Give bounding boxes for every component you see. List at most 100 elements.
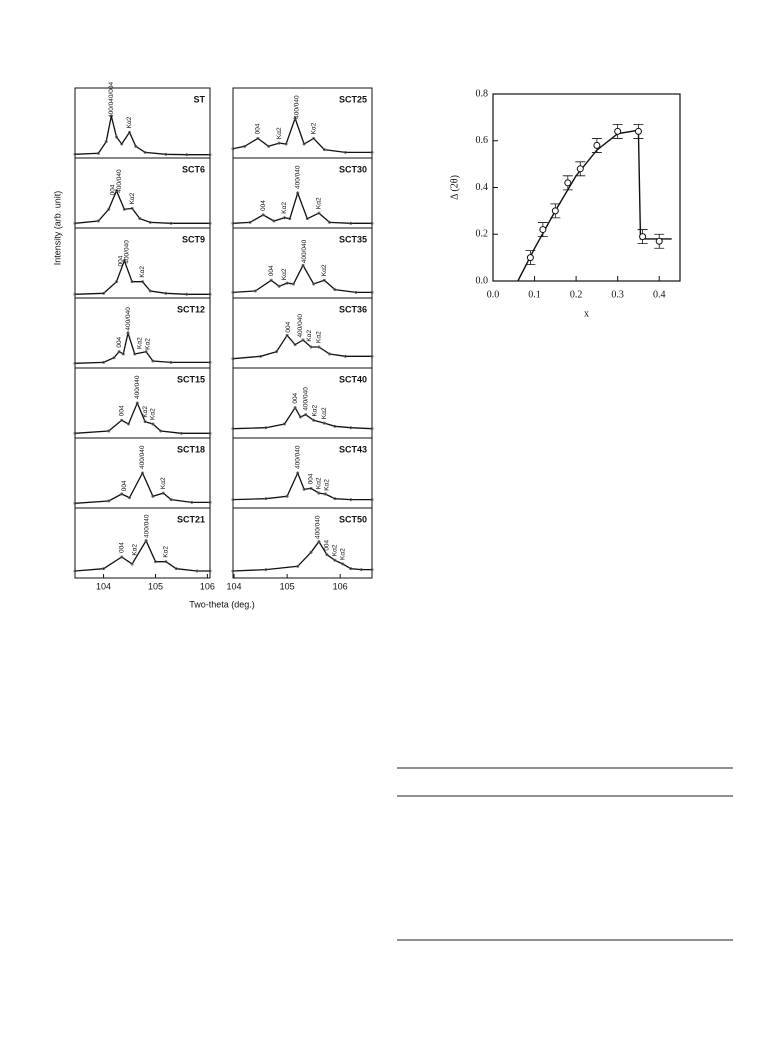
data-point — [288, 217, 292, 221]
data-point — [317, 540, 321, 544]
peak-annotation: 400/040 — [297, 314, 304, 338]
data-point — [144, 539, 148, 543]
panel-label: SCT35 — [339, 234, 367, 244]
peak-annotation: 004 — [117, 255, 124, 266]
panel-frame — [74, 87, 211, 159]
peak-annotation: Kα2 — [281, 268, 288, 280]
x-tick-label: 104 — [227, 581, 242, 591]
data-point — [312, 418, 316, 422]
peak-annotation: 400/040 — [294, 445, 301, 469]
y-tick-label: 0.6 — [476, 135, 489, 146]
data-point — [164, 152, 168, 156]
peak-annotation: 400/040 — [139, 445, 146, 469]
data-point — [296, 564, 300, 568]
data-point — [264, 497, 268, 501]
data-point — [73, 152, 77, 156]
data-point — [370, 354, 374, 358]
panel-label: SCT21 — [177, 514, 205, 524]
data-point — [104, 140, 108, 144]
data-point — [284, 142, 288, 146]
data-point — [370, 568, 374, 572]
peak-annotation: Kα2 — [310, 122, 317, 134]
x-axis-label: Two-theta (deg.) — [189, 599, 255, 609]
data-point — [298, 415, 302, 419]
data-point — [73, 292, 77, 296]
peak-annotation: Kα2 — [139, 266, 146, 278]
peak-annotation: 400/040 — [294, 165, 301, 189]
peak-annotation: Kα2 — [316, 331, 323, 343]
panel-label: SCT9 — [182, 234, 205, 244]
data-point — [322, 278, 326, 282]
data-point — [349, 498, 353, 502]
data-point — [117, 350, 121, 354]
data-point — [277, 284, 281, 288]
data-point — [73, 569, 77, 573]
panel-label: SCT40 — [339, 374, 367, 384]
diffraction-curve — [74, 330, 210, 364]
peak-annotation: Kα2 — [142, 406, 149, 418]
data-point — [208, 500, 212, 504]
diffraction-curve — [232, 471, 372, 501]
peak-annotation: 004 — [110, 184, 117, 195]
data-point — [526, 254, 534, 262]
data-point — [333, 497, 337, 501]
data-point — [293, 116, 297, 120]
peak-annotation: 400/040 — [301, 239, 308, 263]
data-point — [296, 471, 300, 475]
data-point — [133, 352, 137, 356]
data-point — [317, 345, 321, 349]
data-point — [102, 291, 106, 295]
data-point — [293, 406, 297, 410]
data-point — [128, 130, 132, 134]
data-point — [107, 499, 111, 503]
data-point — [120, 142, 124, 146]
data-point — [256, 136, 260, 140]
data-point — [259, 354, 263, 358]
peak-annotation: Kα2 — [131, 544, 138, 556]
peak-annotation: 004 — [285, 321, 292, 332]
data-point — [73, 431, 77, 435]
data-point — [73, 221, 77, 225]
diffraction-curve — [74, 258, 210, 295]
data-point — [190, 500, 194, 504]
peak-annotation: 004 — [121, 480, 128, 491]
x-tick-label: 105 — [280, 581, 295, 591]
data-point — [634, 127, 642, 135]
data-point — [231, 147, 235, 151]
data-point — [231, 569, 235, 573]
data-point — [141, 280, 145, 284]
peak-annotation: 004 — [292, 392, 299, 403]
data-point — [285, 333, 289, 337]
peak-annotation: 400/040/004 — [108, 81, 115, 118]
data-point — [349, 426, 353, 430]
peak-annotation: Kα2 — [126, 116, 133, 128]
panel-frame — [232, 507, 373, 579]
peak-annotation: 400/040 — [143, 514, 150, 538]
peak-annotation: 004 — [255, 123, 262, 134]
data-point — [231, 290, 235, 294]
peak-annotation: 004 — [118, 542, 125, 553]
peak-annotation: Kα2 — [311, 404, 318, 416]
diffraction-curve — [232, 116, 372, 154]
data-point — [208, 153, 212, 157]
panel-label: SCT6 — [182, 164, 205, 174]
data-point — [370, 150, 374, 154]
data-point — [302, 142, 306, 146]
data-point — [333, 288, 337, 292]
data-point — [109, 114, 113, 118]
data-point — [153, 560, 157, 564]
data-point — [96, 219, 100, 223]
peak-annotation: Kα2 — [332, 544, 339, 556]
peak-annotation: Kα2 — [137, 337, 144, 349]
data-point — [564, 179, 572, 187]
data-point — [539, 226, 547, 234]
data-point — [122, 207, 126, 211]
peak-annotation: 400/040 — [293, 95, 300, 119]
panel-label: SCT50 — [339, 514, 367, 524]
x-tick-label: 104 — [96, 581, 111, 591]
peak-annotation: Kα2 — [144, 338, 151, 350]
x-tick-label: 0.2 — [570, 289, 583, 300]
peak-annotation: 004 — [116, 336, 123, 347]
data-point — [148, 289, 152, 293]
data-point — [304, 413, 308, 417]
